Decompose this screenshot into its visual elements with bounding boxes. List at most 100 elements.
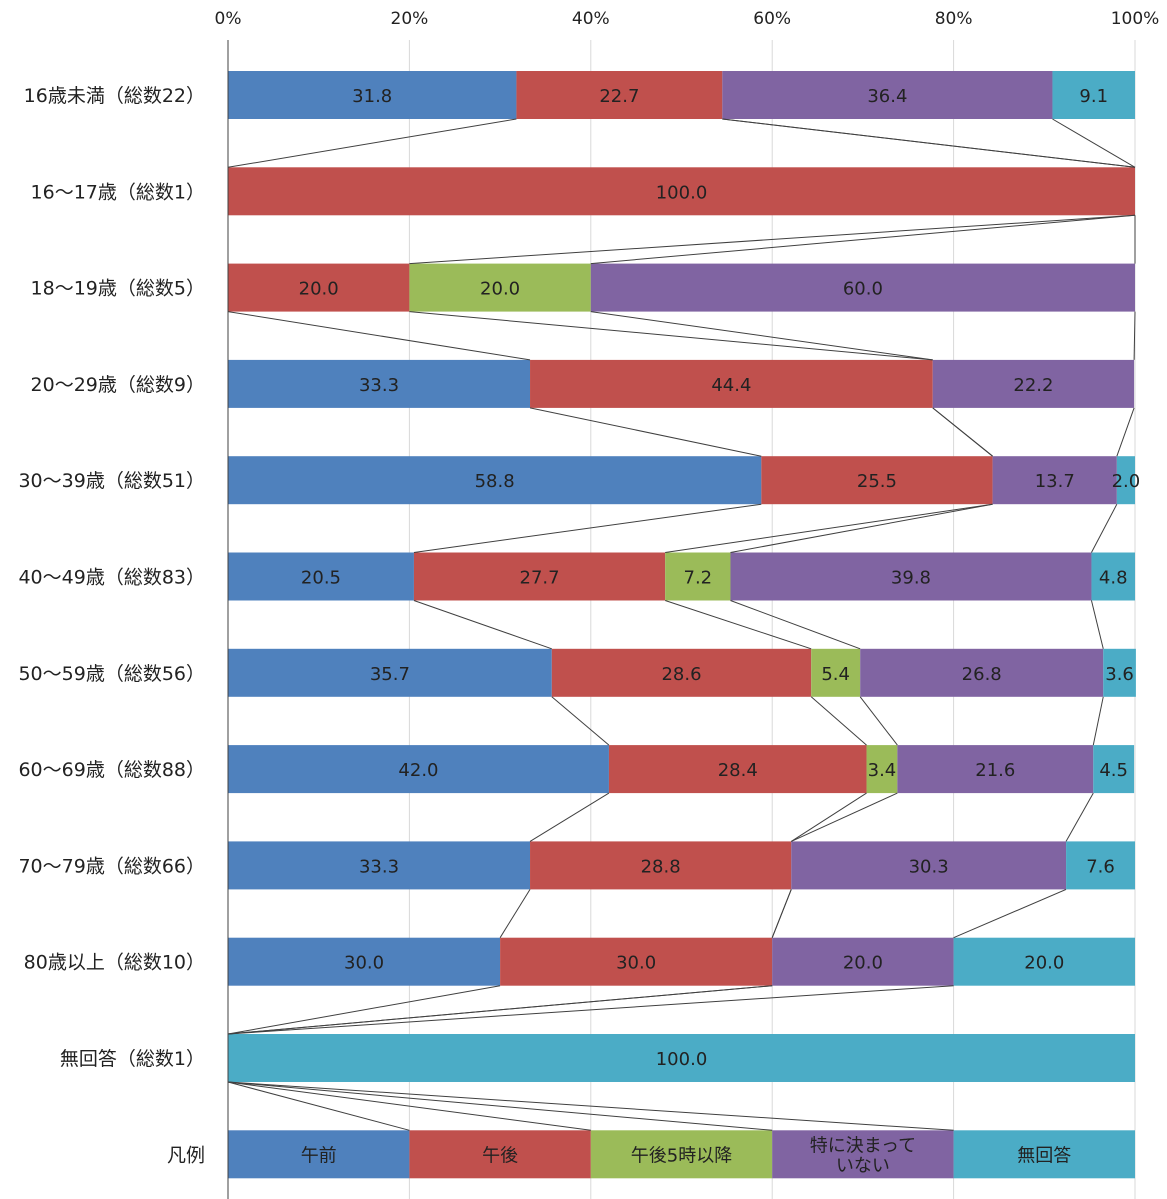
data-label: 100.0	[656, 1049, 708, 1070]
category-label: 80歳以上（総数10）	[24, 952, 205, 974]
data-label: 9.1	[1079, 86, 1108, 107]
data-label: 31.8	[352, 86, 392, 107]
legend-entry-label: 特に決まっていない	[810, 1135, 916, 1176]
data-label: 36.4	[867, 86, 907, 107]
series-line	[810, 696, 867, 746]
data-label: 22.2	[1013, 375, 1053, 396]
x-tick-label: 100%	[1111, 9, 1160, 29]
series-line	[953, 888, 1067, 939]
series-line	[227, 1081, 591, 1131]
bar-segment	[228, 1034, 1135, 1082]
data-label: 25.5	[857, 471, 897, 492]
series-line	[409, 214, 1136, 265]
bar-segment	[500, 937, 773, 986]
bar-segment	[228, 648, 552, 697]
data-label: 7.2	[684, 568, 713, 589]
data-label: 2.0	[1112, 471, 1141, 492]
data-label: 30.0	[344, 953, 384, 974]
legend-entry-label: 午後	[482, 1145, 518, 1166]
data-label: 30.0	[616, 953, 656, 974]
series-line	[227, 118, 517, 168]
bar-segment	[409, 263, 591, 312]
data-label: 44.4	[711, 375, 751, 396]
bar-segment	[866, 745, 898, 794]
bar-segment	[772, 937, 954, 986]
x-tick-label: 40%	[572, 9, 610, 29]
data-label: 33.3	[359, 856, 399, 877]
data-label: 4.5	[1099, 760, 1128, 781]
legend-swatch	[409, 1130, 591, 1179]
data-label: 21.6	[975, 760, 1015, 781]
bar-segment	[228, 841, 531, 890]
data-label: 35.7	[370, 664, 410, 685]
legend-swatch	[590, 1130, 773, 1179]
series-line	[409, 311, 933, 361]
category-label: 40～49歳（総数83）	[18, 567, 205, 589]
data-label: 100.0	[656, 182, 708, 203]
series-line	[1092, 696, 1104, 746]
bar-segment	[590, 263, 1135, 312]
series-line	[227, 311, 531, 361]
data-label: 20.0	[480, 279, 520, 300]
data-label: 39.8	[891, 568, 931, 589]
data-label: 20.0	[843, 953, 883, 974]
series-line	[551, 696, 610, 746]
bar-segment	[228, 552, 414, 601]
legend-entry-label: 午前	[301, 1145, 337, 1166]
bar-segment	[228, 456, 762, 505]
data-label: 28.8	[641, 856, 681, 877]
bar-segment	[791, 841, 1067, 890]
series-line	[665, 600, 812, 650]
x-tick-label: 0%	[215, 9, 242, 29]
bar-segment	[860, 648, 1104, 697]
bar-segment	[228, 745, 609, 794]
legend-label: 凡例	[167, 1144, 205, 1166]
bar-segment	[932, 359, 1135, 408]
bar-segment	[228, 71, 517, 119]
data-label: 60.0	[843, 279, 883, 300]
bar-segment	[1091, 552, 1135, 601]
bar-segment	[228, 359, 531, 408]
bar-segment	[897, 745, 1094, 794]
bar-segment	[730, 552, 1092, 601]
bar-segment	[1066, 841, 1135, 890]
bar-segment	[992, 456, 1117, 505]
data-label: 3.4	[868, 760, 897, 781]
bar-segment	[530, 359, 933, 408]
x-tick-label: 80%	[935, 9, 973, 29]
category-label: 70～79歳（総数66）	[18, 855, 205, 877]
bar-segment	[665, 552, 731, 601]
category-label: 60～69歳（総数88）	[18, 759, 205, 781]
bar-segment	[1093, 745, 1135, 794]
legend-swatch	[228, 1130, 410, 1179]
bar-segment	[608, 745, 867, 794]
bar-segment	[413, 552, 666, 601]
series-line	[529, 792, 610, 842]
bar-segment	[1116, 456, 1135, 505]
data-label: 33.3	[359, 375, 399, 396]
category-label: 18～19歳（総数5）	[31, 278, 205, 300]
series-line	[227, 1081, 410, 1131]
series-line	[1090, 600, 1104, 649]
legend-entry-label: 午後5時以降	[631, 1145, 732, 1166]
series-line	[722, 118, 1136, 168]
bar-segment	[953, 937, 1135, 986]
category-label: 20～29歳（総数9）	[31, 374, 205, 396]
bar-segment	[228, 263, 410, 312]
data-label: 58.8	[475, 471, 515, 492]
data-label: 27.7	[520, 568, 560, 589]
category-label: 無回答（総数1）	[60, 1048, 205, 1070]
data-label: 22.7	[599, 86, 639, 107]
data-label: 3.6	[1105, 664, 1134, 685]
series-line	[227, 1081, 954, 1131]
series-line	[590, 214, 1136, 265]
bar-segment	[722, 71, 1053, 119]
series-line	[413, 600, 552, 650]
bar-segment	[228, 937, 501, 986]
bar-segment	[551, 648, 812, 697]
x-tick-label: 20%	[391, 9, 429, 29]
bar-segment	[516, 71, 723, 119]
category-label: 16～17歳（総数1）	[31, 181, 205, 203]
series-line	[227, 985, 954, 1035]
data-label: 20.0	[1024, 953, 1064, 974]
